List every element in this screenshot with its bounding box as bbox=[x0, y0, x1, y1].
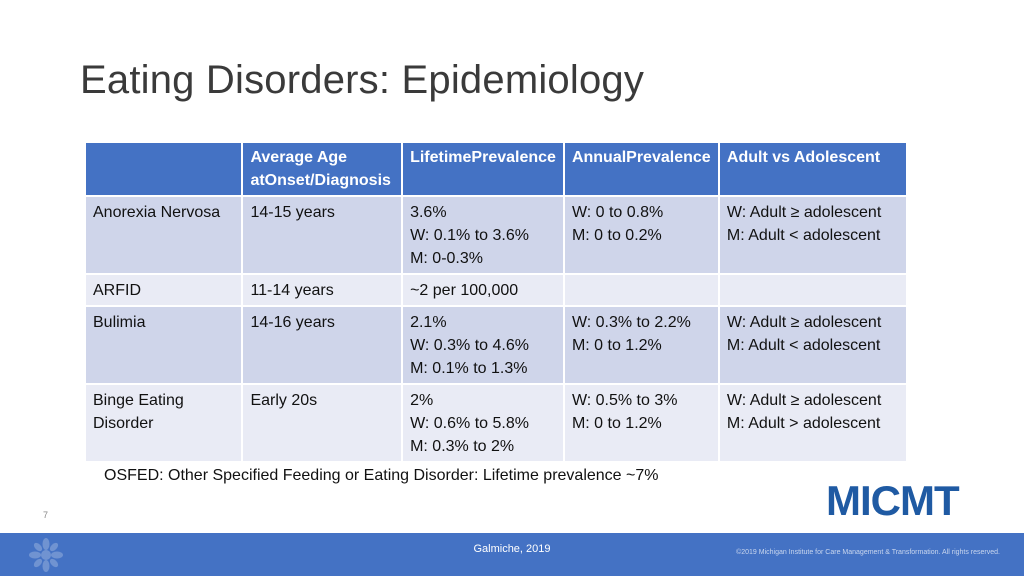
footer-copyright: ©2019 Michigan Institute for Care Manage… bbox=[736, 549, 1000, 556]
osfed-note: OSFED: Other Specified Feeding or Eating… bbox=[104, 467, 659, 484]
cell-annual: W: 0.5% to 3% M: 0 to 1.2% bbox=[562, 383, 720, 463]
cell-lifetime: 3.6% W: 0.1% to 3.6% M: 0-0.3% bbox=[401, 195, 565, 275]
cell-annual: W: 0.3% to 2.2% M: 0 to 1.2% bbox=[562, 305, 720, 385]
cell-condition: Bulimia bbox=[83, 305, 244, 385]
cell-adult-vs-adolescent bbox=[717, 273, 909, 307]
cell-lifetime: 2% W: 0.6% to 5.8% M: 0.3% to 2% bbox=[401, 383, 565, 463]
cell-age: 14-15 years bbox=[241, 195, 404, 275]
logo-text: MICMT bbox=[826, 477, 960, 524]
cell-condition: Anorexia Nervosa bbox=[83, 195, 244, 275]
table-row: Anorexia Nervosa 14-15 years 3.6% W: 0.1… bbox=[83, 195, 909, 275]
cell-age: Early 20s bbox=[241, 383, 404, 463]
header-lifetime: LifetimePrevalence bbox=[401, 141, 565, 197]
table-row: ARFID 11-14 years ~2 per 100,000 bbox=[83, 273, 909, 307]
epidemiology-table: Average Age atOnset/Diagnosis LifetimePr… bbox=[83, 141, 909, 463]
cell-lifetime: 2.1% W: 0.3% to 4.6% M: 0.1% to 1.3% bbox=[401, 305, 565, 385]
slide-title: Eating Disorders: Epidemiology bbox=[80, 58, 645, 102]
table-row: Binge Eating Disorder Early 20s 2% W: 0.… bbox=[83, 383, 909, 463]
cell-annual bbox=[562, 273, 720, 307]
table-header-row: Average Age atOnset/Diagnosis LifetimePr… bbox=[83, 141, 909, 197]
footer-bar: Galmiche, 2019 ©2019 Michigan Institute … bbox=[0, 533, 1024, 576]
cell-condition: Binge Eating Disorder bbox=[83, 383, 244, 463]
header-annual: AnnualPrevalence bbox=[562, 141, 720, 197]
header-condition bbox=[83, 141, 244, 197]
star-mark-icon bbox=[29, 538, 63, 572]
cell-adult-vs-adolescent: W: Adult ≥ adolescent M: Adult > adolesc… bbox=[717, 383, 909, 463]
header-age: Average Age atOnset/Diagnosis bbox=[241, 141, 404, 197]
cell-age: 11-14 years bbox=[241, 273, 404, 307]
cell-condition: ARFID bbox=[83, 273, 244, 307]
micmt-logo: MICMT bbox=[826, 477, 1002, 524]
page-number: 7 bbox=[43, 510, 49, 520]
table-row: Bulimia 14-16 years 2.1% W: 0.3% to 4.6%… bbox=[83, 305, 909, 385]
cell-age: 14-16 years bbox=[241, 305, 404, 385]
footer-source: Galmiche, 2019 bbox=[473, 543, 551, 555]
cell-adult-vs-adolescent: W: Adult ≥ adolescent M: Adult < adolesc… bbox=[717, 305, 909, 385]
header-adult-vs-adolescent: Adult vs Adolescent bbox=[717, 141, 909, 197]
cell-adult-vs-adolescent: W: Adult ≥ adolescent M: Adult < adolesc… bbox=[717, 195, 909, 275]
cell-lifetime: ~2 per 100,000 bbox=[401, 273, 565, 307]
cell-annual: W: 0 to 0.8% M: 0 to 0.2% bbox=[562, 195, 720, 275]
